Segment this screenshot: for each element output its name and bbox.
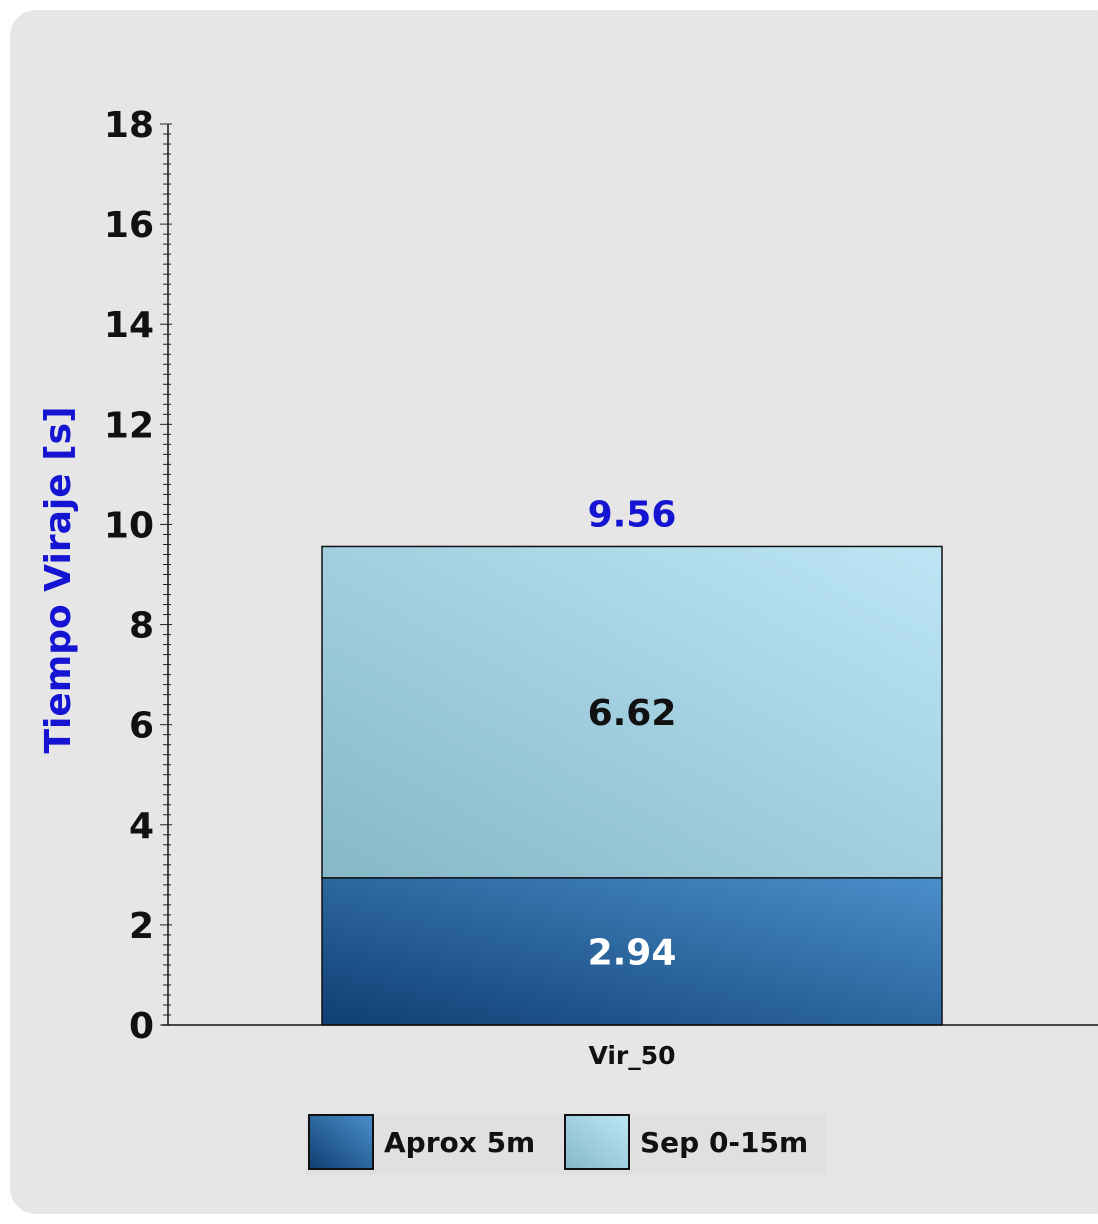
y-axis-label: Tiempo Viraje [s]	[38, 406, 79, 753]
bar-total-label: 9.56	[588, 494, 677, 535]
y-tick-label: 0	[129, 1006, 154, 1047]
y-tick-label: 16	[104, 205, 154, 246]
y-tick-label: 6	[129, 706, 154, 747]
bar-segment-label: 6.62	[588, 693, 677, 734]
y-tick-label: 12	[104, 405, 154, 446]
legend: Aprox 5m Sep 0-15m	[306, 1113, 826, 1175]
y-tick-label: 14	[104, 305, 154, 346]
bar-segment-label: 2.94	[588, 932, 677, 973]
y-tick-label: 10	[104, 505, 154, 546]
x-category-label: Vir_50	[588, 1041, 675, 1070]
legend-label-aprox-5m: Aprox 5m	[384, 1126, 535, 1159]
legend-label-sep-0-15m: Sep 0-15m	[640, 1126, 808, 1159]
y-tick-label: 4	[129, 806, 154, 847]
legend-swatch-sep-0-15m	[564, 1114, 630, 1170]
y-tick-labels: 0 2 4 6 8 10 12 14 16 18	[104, 105, 154, 1047]
bars	[321, 545, 943, 1026]
y-tick-label: 8	[129, 606, 154, 647]
legend-swatch-aprox-5m	[308, 1114, 374, 1170]
y-ticks	[160, 123, 172, 1026]
y-tick-label: 2	[129, 906, 154, 947]
bar-segment-aprox-5m	[321, 877, 943, 1026]
bar-labels: 2.94 6.62 9.56	[588, 494, 677, 973]
y-tick-label: 18	[104, 105, 154, 146]
bar-segment-sep-0-15m	[321, 545, 943, 879]
